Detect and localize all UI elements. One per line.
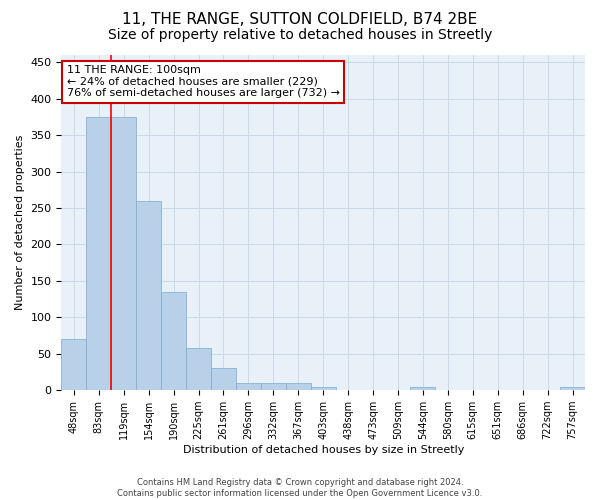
- Text: 11, THE RANGE, SUTTON COLDFIELD, B74 2BE: 11, THE RANGE, SUTTON COLDFIELD, B74 2BE: [122, 12, 478, 28]
- Bar: [410, 388, 436, 390]
- X-axis label: Distribution of detached houses by size in Streetly: Distribution of detached houses by size …: [182, 445, 464, 455]
- Bar: [236, 383, 261, 390]
- Bar: [286, 383, 311, 390]
- Bar: [111, 117, 136, 390]
- Bar: [86, 117, 111, 390]
- Text: 11 THE RANGE: 100sqm
← 24% of detached houses are smaller (229)
76% of semi-deta: 11 THE RANGE: 100sqm ← 24% of detached h…: [67, 65, 340, 98]
- Bar: [186, 348, 211, 390]
- Bar: [211, 368, 236, 390]
- Bar: [560, 388, 585, 390]
- Bar: [161, 292, 186, 390]
- Text: Contains HM Land Registry data © Crown copyright and database right 2024.
Contai: Contains HM Land Registry data © Crown c…: [118, 478, 482, 498]
- Bar: [61, 339, 86, 390]
- Bar: [311, 386, 335, 390]
- Y-axis label: Number of detached properties: Number of detached properties: [15, 135, 25, 310]
- Bar: [136, 200, 161, 390]
- Text: Size of property relative to detached houses in Streetly: Size of property relative to detached ho…: [108, 28, 492, 42]
- Bar: [261, 383, 286, 390]
